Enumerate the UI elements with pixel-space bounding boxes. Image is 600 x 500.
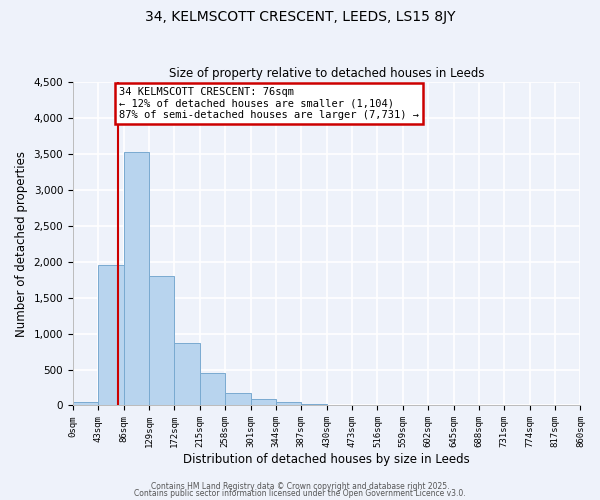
Text: 34 KELMSCOTT CRESCENT: 76sqm
← 12% of detached houses are smaller (1,104)
87% of: 34 KELMSCOTT CRESCENT: 76sqm ← 12% of de… bbox=[119, 87, 419, 120]
Bar bbox=[98, 266, 124, 406]
Bar bbox=[225, 394, 251, 406]
Bar bbox=[73, 402, 98, 406]
Bar bbox=[301, 404, 327, 406]
X-axis label: Distribution of detached houses by size in Leeds: Distribution of detached houses by size … bbox=[184, 453, 470, 466]
Y-axis label: Number of detached properties: Number of detached properties bbox=[15, 151, 28, 337]
Bar bbox=[251, 399, 276, 406]
Title: Size of property relative to detached houses in Leeds: Size of property relative to detached ho… bbox=[169, 66, 484, 80]
Bar bbox=[200, 373, 225, 406]
Bar bbox=[124, 152, 149, 406]
Text: Contains public sector information licensed under the Open Government Licence v3: Contains public sector information licen… bbox=[134, 489, 466, 498]
Bar bbox=[276, 402, 301, 406]
Text: 34, KELMSCOTT CRESCENT, LEEDS, LS15 8JY: 34, KELMSCOTT CRESCENT, LEEDS, LS15 8JY bbox=[145, 10, 455, 24]
Text: Contains HM Land Registry data © Crown copyright and database right 2025.: Contains HM Land Registry data © Crown c… bbox=[151, 482, 449, 491]
Bar bbox=[175, 343, 200, 406]
Bar bbox=[149, 276, 175, 406]
Bar bbox=[327, 405, 352, 406]
